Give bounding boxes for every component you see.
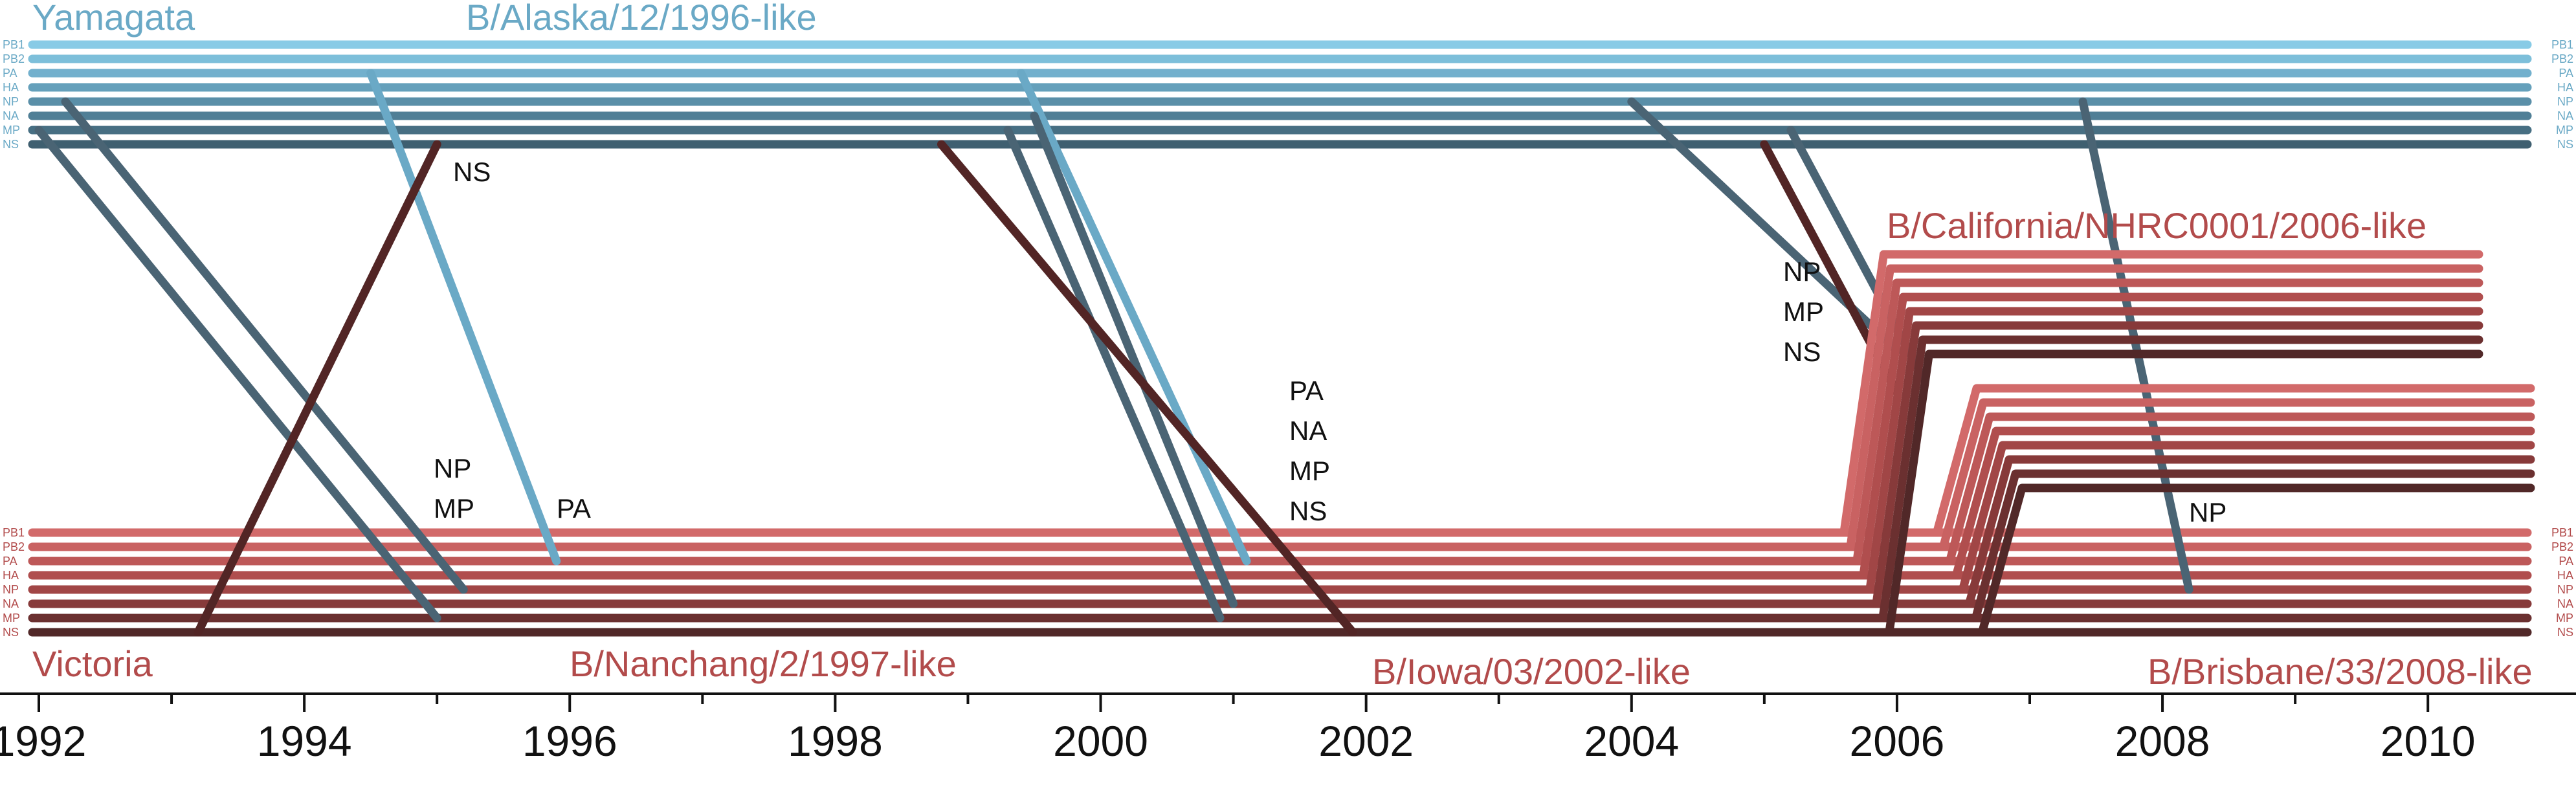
annotation-na-2001: NA: [1289, 415, 1327, 446]
annotation-pa-2001: PA: [1289, 375, 1324, 406]
california-na-line: [1872, 321, 2483, 608]
annotation-np-1995: NP: [434, 453, 471, 483]
annotation-np-2008: NP: [2189, 497, 2226, 527]
segment-label-yamagata-right: NA: [2557, 109, 2573, 122]
axis-tick-label: 1998: [788, 717, 883, 765]
california-pa-line: [1852, 278, 2483, 566]
segment-label-yamagata-left: PB1: [3, 38, 25, 51]
segment-label-victoria-right: HA: [2557, 569, 2573, 582]
segment-label-yamagata-left: MP: [3, 124, 20, 137]
brisbane-np-line: [1958, 441, 2535, 594]
segment-label-yamagata-right: NS: [2557, 138, 2573, 151]
segment-label-yamagata-left: NS: [3, 138, 19, 151]
axis-tick-label: 2004: [1584, 717, 1679, 765]
segment-label-victoria-right: PB1: [2551, 526, 2573, 539]
brisbane-pa-line: [1945, 412, 2535, 566]
reassort-mp-2001: [1003, 126, 1225, 623]
annotation-mp-2005: MP: [1783, 296, 1824, 327]
segment-label-yamagata-right: NP: [2557, 95, 2573, 108]
reassort-mp-1995: [34, 126, 441, 623]
segment-label-yamagata-left: PB2: [3, 52, 25, 65]
segment-label-victoria-right: NP: [2557, 583, 2573, 596]
brisbane-pb2-line: [1938, 398, 2535, 551]
segment-label-victoria-left: NS: [3, 626, 19, 639]
clade-label-iowa: B/Iowa/03/2002-like: [1372, 651, 1691, 692]
axis-tick-label: 1994: [257, 717, 352, 765]
clade-label-california: B/California/NHRC0001/2006-like: [1887, 205, 2426, 246]
segment-label-victoria-right: PA: [2559, 555, 2573, 568]
segment-label-yamagata-left: HA: [3, 81, 19, 94]
annotation-np-2005: NP: [1783, 256, 1821, 287]
clade-label-alaska: B/Alaska/12/1996-like: [466, 0, 817, 38]
segment-label-victoria-right: NA: [2557, 597, 2573, 610]
brisbane-na-line: [1964, 455, 2535, 608]
clade-label-brisbane: B/Brisbane/33/2008-like: [2148, 651, 2533, 692]
annotation-ns-2001: NS: [1289, 496, 1327, 526]
brisbane-ha-line: [1951, 426, 2535, 580]
time-axis: 1992 1994 1996 1998 2000 2002 2004 2006 2008 2010: [0, 692, 2576, 765]
reassort-ns-2001: [937, 140, 1357, 637]
annotation-mp-2001: MP: [1289, 456, 1330, 486]
segment-label-yamagata-right: HA: [2557, 81, 2573, 94]
segment-label-victoria-left: PA: [3, 555, 17, 568]
segment-label-victoria-left: HA: [3, 569, 19, 582]
brisbane-pb1-line: [1932, 384, 2535, 537]
segment-label-yamagata-left: NP: [3, 95, 19, 108]
segment-label-victoria-left: NP: [3, 583, 19, 596]
annotation-ns-2005: NS: [1783, 337, 1821, 367]
reassort-np-1995: [61, 97, 468, 594]
clade-label-nanchang: B/Nanchang/2/1997-like: [570, 643, 957, 684]
lineage-title-yamagata: Yamagata: [32, 0, 195, 38]
california-ha-line: [1859, 293, 2483, 580]
lineage-lines: [28, 40, 2535, 637]
reassort-pa-2001: [1016, 69, 1251, 566]
reassort-pa-1996: [366, 69, 561, 566]
reassort-np-2008: [2078, 97, 2193, 594]
reassortment-annotations: NS NP MP PA PA NA MP NS NP MP NS NP: [434, 157, 2226, 527]
lineage-title-victoria: Victoria: [32, 643, 153, 684]
segment-label-victoria-right: MP: [2556, 612, 2573, 625]
segment-label-yamagata-right: PA: [2559, 67, 2573, 80]
brisbane-ns-line: [1977, 483, 2535, 637]
annotation-pa-1996: PA: [557, 493, 591, 524]
segment-label-yamagata-right: MP: [2556, 124, 2573, 137]
segment-label-victoria-right: PB2: [2551, 540, 2573, 553]
annotation-ns-1995: NS: [453, 157, 491, 187]
segment-label-victoria-left: NA: [3, 597, 19, 610]
reassort-ns-1995: [194, 140, 441, 637]
segment-label-yamagata-left: PA: [3, 67, 17, 80]
california-pb1-line: [1839, 250, 2483, 537]
axis-tick-label: 2002: [1318, 717, 1414, 765]
california-np-line: [1865, 307, 2483, 594]
segment-label-victoria-left: PB1: [3, 526, 25, 539]
axis-tick-label: 1992: [0, 717, 86, 765]
segment-label-yamagata-right: PB2: [2551, 52, 2573, 65]
brisbane-mp-line: [1971, 469, 2535, 623]
segment-label-victoria-right: NS: [2557, 626, 2573, 639]
axis-tick-label: 2000: [1053, 717, 1148, 765]
axis-tick-label: 2006: [1850, 717, 1945, 765]
california-mp-line: [1878, 335, 2483, 623]
annotation-mp-1995: MP: [434, 493, 474, 524]
segment-label-yamagata-right: PB1: [2551, 38, 2573, 51]
axis-tick-label: 2008: [2115, 717, 2210, 765]
california-pb2-line: [1846, 264, 2483, 551]
segment-label-victoria-left: PB2: [3, 540, 25, 553]
segment-label-victoria-left: MP: [3, 612, 20, 625]
segment-label-yamagata-left: NA: [3, 109, 19, 122]
california-ns-line: [1885, 349, 2483, 637]
axis-tick-label: 1996: [522, 717, 617, 765]
reassort-na-2001: [1030, 111, 1238, 608]
axis-tick-label: 2010: [2381, 717, 2476, 765]
